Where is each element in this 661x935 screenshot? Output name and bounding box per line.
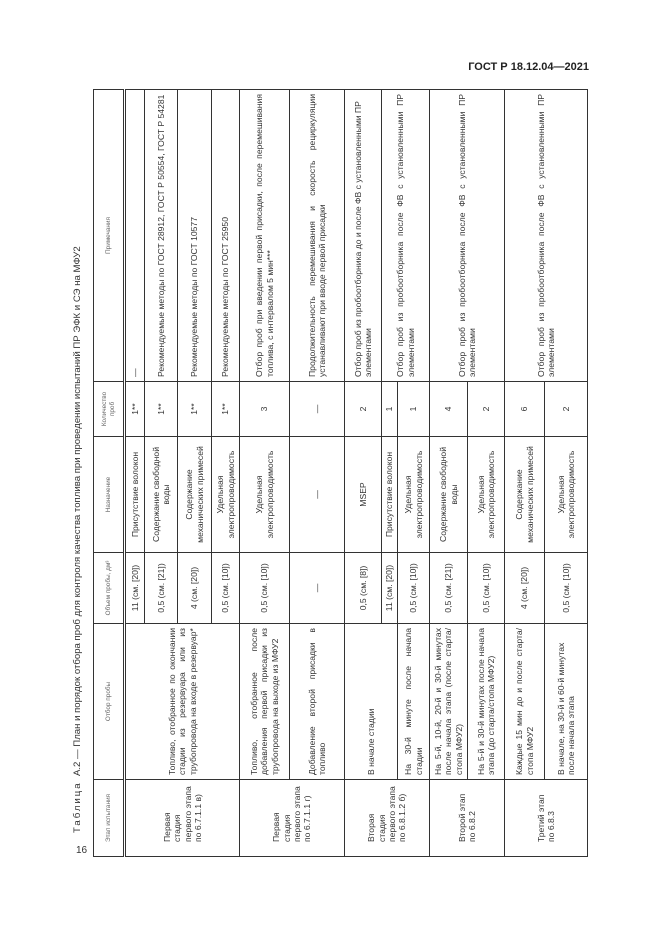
volume-cell: 0,5 (см. [21])	[429, 552, 468, 624]
volume-cell: 0,5 (см. [10])	[397, 552, 430, 624]
stage-cell: Третий этап по 6.8.3	[504, 779, 588, 857]
header-stage: Этап испытания	[93, 779, 125, 857]
header-count: Количество проб	[93, 381, 125, 437]
purpose-cell: Удельная электропроводимость	[211, 436, 240, 553]
volume-cell: 11 (см. [20])	[381, 552, 398, 624]
stage-cell: Второй этап по 6.8.2	[429, 779, 505, 857]
note-cell: Отбор проб из пробоотборника после ФВ с …	[381, 89, 430, 382]
header-sampling: Отбор пробы	[93, 623, 125, 780]
volume-cell: 4 (см. [20])	[177, 552, 212, 624]
purpose-cell: —	[289, 436, 345, 553]
count-cell: 2	[344, 381, 382, 437]
volume-cell: 0,5 (см. [10])	[239, 552, 290, 624]
count-cell: 1**	[211, 381, 240, 437]
table-caption: Таблица А.2 — План и порядок отбора проб…	[70, 90, 93, 857]
sampling-cell: На 30-й минуте после начала стадии	[397, 623, 430, 780]
sampling-cell: Каждые 15 мин до и после старта/стопа МФ…	[504, 623, 545, 780]
note-cell: Рекомендуемые методы по ГОСТ 28912, ГОСТ…	[144, 89, 178, 382]
count-cell: 3	[239, 381, 290, 437]
count-cell: 1	[397, 381, 430, 437]
stage-cell: Вторая стадия первого этапа по 6.8.1.2 б…	[344, 779, 430, 857]
note-cell: —	[124, 89, 145, 382]
purpose-cell: MSEP	[344, 436, 382, 553]
header-purpose: Назначение	[93, 436, 125, 553]
count-cell: 4	[429, 381, 468, 437]
purpose-cell: Присутствие волокон	[381, 436, 398, 553]
count-cell: 1	[381, 381, 398, 437]
count-cell: 1**	[144, 381, 178, 437]
note-cell: Отбор проб при введении первой присадки,…	[239, 89, 290, 382]
table-row: Вторая стадия первого этапа по 6.8.1.2 б…	[344, 89, 430, 857]
rotated-table-block: Таблица А.2 — План и порядок отбора проб…	[70, 89, 588, 857]
purpose-cell: Содержание механических примесей	[177, 436, 212, 553]
note-cell: Рекомендуемые методы по ГОСТ 10577	[177, 89, 212, 382]
purpose-cell: Содержание свободной воды	[144, 436, 178, 553]
purpose-cell: Содержание механических примесей	[504, 436, 545, 553]
volume-cell: 0,5 (см. [21])	[144, 552, 178, 624]
caption-text: А.2 — План и порядок отбора проб для кон…	[72, 246, 83, 777]
sampling-cell: На 5-й и 30-й минутах после начала этапа…	[467, 623, 505, 780]
purpose-cell: Присутствие волокон	[124, 436, 145, 553]
count-cell: 2	[467, 381, 505, 437]
volume-cell: 0,5 (см. [10])	[467, 552, 505, 624]
header-notes: Примечания	[93, 89, 125, 382]
note-cell: Рекомендуемые методы по ГОСТ 25950	[211, 89, 240, 382]
count-cell: 2	[544, 381, 588, 437]
purpose-cell: Удельная электропроводимость	[397, 436, 430, 553]
purpose-cell: Содержание свободной воды	[429, 436, 468, 553]
table-row: Третий этап по 6.8.3 Каждые 15 мин до и …	[504, 89, 588, 857]
sampling-cell: В начале стадии	[344, 623, 398, 780]
purpose-cell: Удельная электропроводимость	[467, 436, 505, 553]
table-row: Добавление второй присадки в топливо — —…	[289, 89, 345, 857]
stage-cell: Первая стадия первого этапа по 6.7.1.1 г…	[239, 779, 345, 857]
page-number: 16	[76, 845, 88, 856]
sampling-cell: Топливо, отобранное после добавления пер…	[239, 623, 290, 780]
sampling-cell: На 5-й, 10-й, 20-й и 30-й минутах после …	[429, 623, 468, 780]
volume-cell: 0,5 (см. [10])	[544, 552, 588, 624]
note-cell: Отбор проб из пробоотборника после ФВ с …	[429, 89, 505, 382]
document-code: ГОСТ Р 18.12.04—2021	[468, 61, 589, 73]
table-row: Первая стадия первого этапа по 6.7.1.1 в…	[124, 89, 240, 857]
volume-cell: 4 (см. [20])	[504, 552, 545, 624]
count-cell: —	[289, 381, 345, 437]
caption-prefix: Таблица	[72, 781, 83, 833]
stage-cell: Первая стадия первого этапа по 6.7.1.1 в…	[124, 779, 240, 857]
count-cell: 6	[504, 381, 545, 437]
table-row: Второй этап по 6.8.2 На 5-й, 10-й, 20-й …	[429, 89, 505, 857]
header-volume: Объем пробы, дм³	[93, 552, 125, 624]
note-cell: Отбор проб из пробоотборника после ФВ с …	[504, 89, 588, 382]
note-cell: Продолжительность перемешивания и скорос…	[289, 89, 345, 382]
sampling-plan-table: Этап испытания Отбор пробы Объем пробы, …	[93, 89, 588, 857]
volume-cell: 0,5 (см. [10])	[211, 552, 240, 624]
note-cell: Отбор проб из пробоотборника до и после …	[344, 89, 382, 382]
sampling-cell: Топливо, отобранное по окончании стадии …	[124, 623, 240, 780]
volume-cell: 0,5 (см. [8])	[344, 552, 382, 624]
sampling-cell: В начале, на 30-й и 60-й минутах после н…	[544, 623, 588, 780]
purpose-cell: Удельная электропроводимость	[239, 436, 290, 553]
table-row: Первая стадия первого этапа по 6.7.1.1 г…	[239, 89, 345, 857]
count-cell: 1**	[124, 381, 145, 437]
count-cell: 1**	[177, 381, 212, 437]
sampling-cell: Добавление второй присадки в топливо	[289, 623, 345, 780]
table-header-row: Этап испытания Отбор пробы Объем пробы, …	[93, 89, 125, 857]
purpose-cell: Удельная электропроводимость	[544, 436, 588, 553]
volume-cell: 11 (см. [20])	[124, 552, 145, 624]
volume-cell: —	[289, 552, 345, 624]
